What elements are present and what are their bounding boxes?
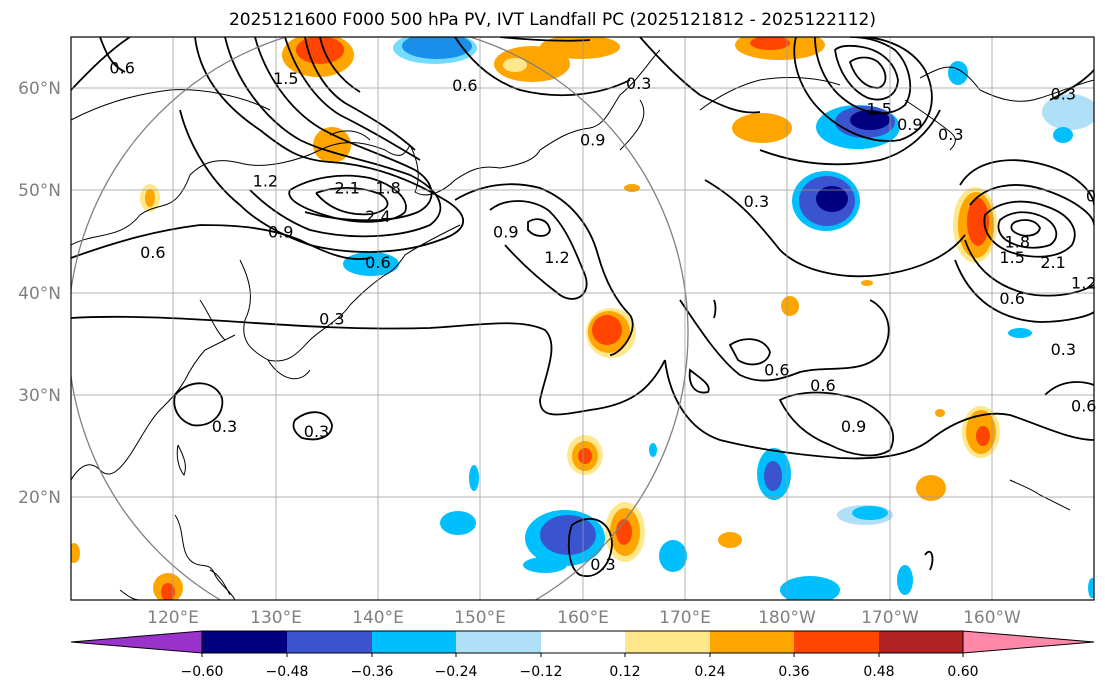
contour-label: 0.6 bbox=[810, 376, 835, 395]
colorbar-extend-low bbox=[70, 630, 203, 654]
contour-label: 0.9 bbox=[580, 130, 605, 149]
colorbar-bin-1 bbox=[202, 631, 287, 653]
contour-label: 0.3 bbox=[938, 125, 963, 144]
contour-label: 0.6 bbox=[999, 289, 1024, 308]
lon-label-150e: 150°E bbox=[454, 608, 506, 628]
lon-label-160e: 160°E bbox=[557, 608, 609, 628]
colorbar-label: 0.24 bbox=[694, 664, 725, 680]
lon-label-170e: 170°E bbox=[659, 608, 711, 628]
contour-label: 0.3 bbox=[744, 192, 769, 211]
lat-label-60: 60°N bbox=[18, 79, 61, 99]
contour-label: 1.8 bbox=[375, 178, 400, 197]
colorbar-bin-3 bbox=[372, 631, 456, 653]
contour-label: 2.4 bbox=[365, 207, 390, 226]
colorbar-label: −0.12 bbox=[520, 664, 563, 680]
contour-label: 1.5 bbox=[273, 69, 298, 88]
contour-label: 0.3 bbox=[1051, 340, 1076, 359]
colorbar-bin-9 bbox=[879, 631, 963, 653]
contour-label: 0.6 bbox=[140, 243, 165, 262]
contour-label: 0.3 bbox=[304, 422, 329, 441]
contour-label: 0.6 bbox=[1071, 397, 1096, 416]
colorbar-label: −0.36 bbox=[351, 664, 394, 680]
contour-label: 1.2 bbox=[1071, 274, 1096, 293]
lon-label-130e: 130°E bbox=[250, 608, 302, 628]
contour-label: 0.3 bbox=[1051, 84, 1076, 103]
contour-label: 0 bbox=[1086, 187, 1096, 206]
lon-label-180w: 180°W bbox=[758, 608, 816, 628]
contour-label: 1.8 bbox=[1005, 233, 1030, 252]
analysis-region-circle bbox=[71, 37, 689, 600]
colorbar: −0.60 −0.48 −0.36 −0.24 −0.12 0.12 0.24 … bbox=[70, 630, 1095, 680]
contour-label: 0.3 bbox=[626, 74, 651, 93]
colorbar-label: 0.36 bbox=[778, 664, 809, 680]
pv-contours bbox=[71, 37, 1094, 577]
contour-label: 1.2 bbox=[544, 248, 569, 267]
lon-label-120e: 120°E bbox=[147, 608, 199, 628]
colorbar-label: −0.60 bbox=[181, 664, 224, 680]
contour-label: 0.9 bbox=[841, 417, 866, 436]
contour-label: 2.1 bbox=[334, 178, 359, 197]
lat-label-20: 20°N bbox=[18, 488, 61, 508]
colorbar-label: 0.12 bbox=[609, 664, 640, 680]
contour-label: 1.5 bbox=[999, 248, 1024, 267]
contour-label: 0.9 bbox=[268, 222, 293, 241]
contour-labels: 0.6 1.5 0.6 0.3 0.9 1.2 2.1 1.8 2.4 0.9 0.6 0.6 0.9 1… bbox=[109, 59, 1096, 574]
contour-label: 1.2 bbox=[253, 171, 278, 190]
longitude-labels: 120°E 130°E 140°E 150°E 160°E 170°E 180°… bbox=[147, 608, 1021, 628]
colorbar-label: −0.48 bbox=[266, 664, 309, 680]
lon-label-160w: 160°W bbox=[963, 608, 1021, 628]
contour-label: 0.3 bbox=[212, 417, 237, 436]
map-title: 2025121600 F000 500 hPa PV, IVT Landfall… bbox=[228, 10, 876, 30]
colorbar-label: 0.60 bbox=[947, 664, 978, 680]
colorbar-bin-7 bbox=[710, 631, 794, 653]
map-frame bbox=[70, 36, 1095, 601]
contour-label: 0.3 bbox=[319, 310, 344, 329]
colorbar-extend-high bbox=[962, 630, 1095, 654]
contour-label: 2.1 bbox=[1040, 253, 1065, 272]
gridlines bbox=[71, 37, 1094, 600]
colorbar-label: 0.48 bbox=[863, 664, 894, 680]
coastlines bbox=[71, 49, 1094, 600]
colorbar-bin-5 bbox=[541, 631, 625, 653]
contour-label: 0.6 bbox=[452, 76, 477, 95]
latitude-labels: 60°N 50°N 40°N 30°N 20°N bbox=[18, 79, 61, 508]
contour-label: 0.9 bbox=[493, 222, 518, 241]
contour-label: 1.5 bbox=[866, 100, 891, 119]
contour-label: 0.6 bbox=[365, 253, 390, 272]
contour-label: 0.3 bbox=[590, 555, 615, 574]
colorbar-label: −0.24 bbox=[435, 664, 478, 680]
lat-label-40: 40°N bbox=[18, 284, 61, 304]
lon-label-140e: 140°E bbox=[352, 608, 404, 628]
contour-label: 0.9 bbox=[897, 115, 922, 134]
colorbar-bin-4 bbox=[456, 631, 541, 653]
contour-label: 0.6 bbox=[764, 361, 789, 380]
colorbar-bin-8 bbox=[794, 631, 879, 653]
contour-label: 0.6 bbox=[109, 59, 134, 78]
lat-label-30: 30°N bbox=[18, 386, 61, 406]
lon-label-170w: 170°W bbox=[861, 608, 919, 628]
colorbar-bin-6 bbox=[625, 631, 710, 653]
colorbar-bin-2 bbox=[287, 631, 372, 653]
lat-label-50: 50°N bbox=[18, 181, 61, 201]
